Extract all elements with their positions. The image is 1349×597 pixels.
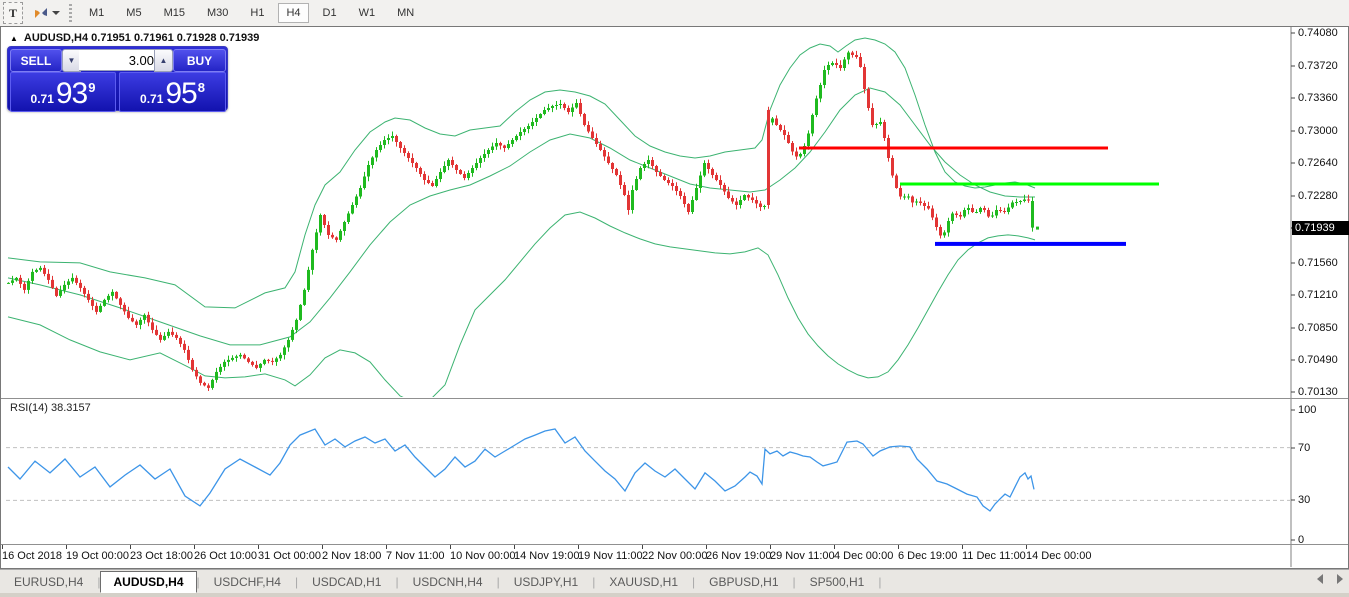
sell-price-box[interactable]: 0.71 93 9 bbox=[10, 72, 116, 112]
price-axis-label: 0.73360 bbox=[1298, 92, 1338, 104]
tab-separator: | bbox=[878, 574, 882, 589]
price-axis-label: 0.70490 bbox=[1298, 354, 1338, 366]
timeframe-button-M30[interactable]: M30 bbox=[206, 7, 229, 19]
tab-scroll-right-button[interactable] bbox=[1337, 574, 1343, 584]
buy-price-box[interactable]: 0.71 95 8 bbox=[119, 72, 226, 112]
tab-scroll-left-button[interactable] bbox=[1317, 574, 1323, 584]
tab-scroll-buttons bbox=[1317, 574, 1343, 584]
tab-item-USDCNH-H4[interactable]: USDCNH,H4 bbox=[412, 574, 483, 589]
dropdown-caret-icon bbox=[51, 11, 60, 15]
tab-item-GBPUSD-H1[interactable]: GBPUSD,H1 bbox=[709, 574, 779, 589]
timeframe-button-W1[interactable]: W1 bbox=[358, 7, 376, 19]
timeframe-button-M1[interactable]: M1 bbox=[89, 7, 105, 19]
timeframe-buttons: M1 M5 M15 M30 H1 H4 D1 W1 MN bbox=[78, 3, 425, 23]
tab-separator: | bbox=[97, 574, 101, 589]
time-axis-label: 26 Oct 10:00 bbox=[194, 550, 257, 562]
buy-price-pip: 8 bbox=[197, 80, 205, 95]
price-axis-label: 0.73720 bbox=[1298, 60, 1338, 72]
chart-title: ▲ AUDUSD,H4 0.71951 0.71961 0.71928 0.71… bbox=[10, 32, 259, 44]
tab-item-USDJPY-H1[interactable]: USDJPY,H1 bbox=[513, 574, 579, 589]
tab-item-USDCHF-H4[interactable]: USDCHF,H4 bbox=[213, 574, 281, 589]
arrows-icon-glyph bbox=[34, 8, 47, 18]
bottom-strip bbox=[0, 592, 1349, 597]
timeframe-button-D1[interactable]: D1 bbox=[322, 7, 337, 19]
toolbar-grip bbox=[69, 4, 72, 22]
time-axis-label: 26 Nov 19:00 bbox=[706, 550, 772, 562]
symbol-quote-text: AUDUSD,H4 0.71951 0.71961 0.71928 0.7193… bbox=[23, 32, 260, 44]
volume-input[interactable] bbox=[79, 49, 160, 71]
time-axis-label: 7 Nov 11:00 bbox=[386, 550, 445, 562]
time-axis-label: 22 Nov 00:00 bbox=[642, 550, 708, 562]
time-axis-label: 31 Oct 00:00 bbox=[258, 550, 321, 562]
time-axis-label: 2 Nov 18:00 bbox=[322, 550, 382, 562]
timeframe-button-M15[interactable]: M15 bbox=[163, 7, 185, 19]
timeframe-button-H1[interactable]: H1 bbox=[250, 7, 265, 19]
time-axis-label: 14 Dec 00:00 bbox=[1026, 550, 1092, 562]
current-price-tag: 0.71939 bbox=[1292, 221, 1349, 235]
price-scale-column[interactable] bbox=[1292, 27, 1348, 567]
sell-price-pip: 9 bbox=[88, 80, 96, 95]
tab-separator: | bbox=[294, 574, 299, 589]
tab-item-AUDUSD-H4[interactable]: AUDUSD,H4 bbox=[100, 570, 197, 593]
sell-price-prefix: 0.71 bbox=[30, 92, 54, 106]
rsi-indicator-label: RSI(14) 38.3157 bbox=[10, 402, 91, 414]
price-axis-label: 0.72640 bbox=[1298, 157, 1338, 169]
price-axis-label: 0.70850 bbox=[1298, 322, 1338, 334]
time-axis-label: 23 Oct 18:00 bbox=[130, 550, 193, 562]
tab-separator: | bbox=[395, 574, 399, 589]
timeframe-button-MN[interactable]: MN bbox=[397, 7, 415, 19]
time-axis-label: 19 Nov 11:00 bbox=[578, 550, 643, 562]
time-axis-label: 29 Nov 11:00 bbox=[770, 550, 835, 562]
tab-separator: | bbox=[592, 574, 596, 589]
price-axis-label: 0.73000 bbox=[1298, 125, 1338, 137]
tab-separator: | bbox=[792, 574, 796, 589]
tab-item-XAUUSD-H1[interactable]: XAUUSD,H1 bbox=[609, 574, 679, 589]
timeframe-button-M5[interactable]: M5 bbox=[126, 7, 142, 19]
tab-separator: | bbox=[692, 574, 696, 589]
time-axis-label: 19 Oct 00:00 bbox=[66, 550, 129, 562]
text-tool-icon[interactable]: T bbox=[3, 2, 23, 24]
price-axis-label: 0.72280 bbox=[1298, 190, 1338, 202]
price-axis-label: 0.71210 bbox=[1298, 289, 1338, 301]
time-axis-label: 10 Nov 00:00 bbox=[450, 550, 516, 562]
rsi-axis-label: 30 bbox=[1298, 494, 1311, 506]
one-click-trading-panel: SELL ▼ ▲ BUY 0.71 93 9 0.71 95 8 bbox=[7, 46, 228, 112]
time-axis-label: 6 Dec 19:00 bbox=[898, 550, 958, 562]
arrows-icon[interactable] bbox=[31, 3, 61, 23]
collapse-panel-icon[interactable]: ▲ bbox=[10, 33, 18, 43]
rsi-axis-label: 0 bbox=[1298, 534, 1305, 546]
tab-item-SP500-H1[interactable]: SP500,H1 bbox=[809, 574, 865, 589]
buy-price-big: 95 bbox=[165, 77, 197, 110]
price-axis-label: 0.71560 bbox=[1298, 257, 1338, 269]
tab-separator: | bbox=[196, 574, 200, 589]
tab-item-USDCAD-H1[interactable]: USDCAD,H1 bbox=[312, 574, 382, 589]
sell-price-big: 93 bbox=[55, 77, 88, 110]
tab-separator: | bbox=[496, 574, 500, 589]
sell-button[interactable]: SELL bbox=[10, 49, 62, 72]
time-axis-label: 11 Dec 11:00 bbox=[962, 550, 1026, 562]
time-axis-label: 14 Nov 19:00 bbox=[514, 550, 580, 562]
buy-price-prefix: 0.71 bbox=[140, 92, 164, 106]
tab-item-EURUSD-H4[interactable]: EURUSD,H4 bbox=[14, 574, 84, 589]
top-toolbar: T M1 M5 M15 M30 H1 H4 D1 W1 MN bbox=[0, 0, 1349, 27]
price-axis-label: 0.74080 bbox=[1298, 27, 1338, 39]
rsi-axis-label: 70 bbox=[1298, 442, 1311, 454]
time-axis-label: 16 Oct 2018 bbox=[2, 550, 62, 562]
time-axis-label: 4 Dec 00:00 bbox=[834, 550, 894, 562]
buy-button[interactable]: BUY bbox=[173, 49, 226, 72]
rsi-axis-label: 100 bbox=[1298, 404, 1317, 416]
volume-increase-button[interactable]: ▲ bbox=[154, 49, 173, 72]
chart-tab-bar: EURUSD,H4 | AUDUSD,H4 | USDCHF,H4 | USDCAD,H1 |… bbox=[0, 569, 1349, 593]
price-axis-label: 0.70130 bbox=[1298, 386, 1338, 398]
timeframe-button-H4[interactable]: H4 bbox=[278, 3, 309, 23]
